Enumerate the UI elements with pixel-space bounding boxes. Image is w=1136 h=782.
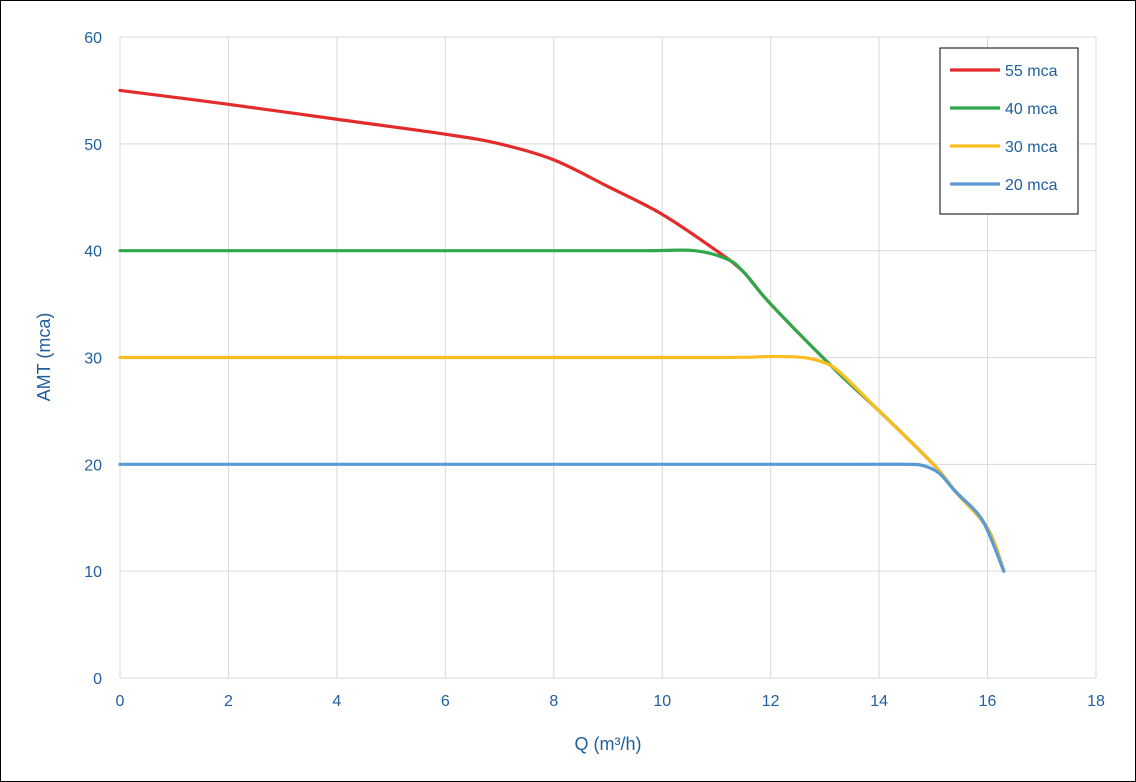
x-tick-label: 8	[549, 693, 558, 710]
y-tick-label: 20	[84, 457, 102, 474]
x-tick-label: 6	[441, 693, 450, 710]
x-tick-label: 2	[224, 693, 233, 710]
y-tick-label: 30	[84, 351, 102, 368]
y-tick-label: 0	[93, 671, 102, 688]
legend-items: 55 mca 40 mca 30 mca 20 mca	[950, 63, 1058, 194]
y-tick-label: 10	[84, 564, 102, 581]
series-line-1	[118, 88, 1006, 573]
series-line-2	[118, 248, 1006, 573]
legend-label-1: 55 mca	[1005, 63, 1058, 80]
x-tick-label: 14	[870, 693, 888, 710]
legend-box	[939, 47, 1079, 215]
series-line-4	[118, 462, 1006, 573]
x-tick-label: 0	[116, 693, 125, 710]
x-tick-label: 12	[762, 693, 780, 710]
y-axis-title: AMT (mca)	[34, 313, 54, 402]
legend-label-3: 30 mca	[1005, 139, 1058, 156]
x-tick-label: 10	[653, 693, 671, 710]
x-axis-title: Q (m³/h)	[575, 734, 642, 754]
y-tick-label: 40	[84, 244, 102, 261]
x-tick-label: 18	[1087, 693, 1105, 710]
legend-label-4: 20 mca	[1005, 177, 1058, 194]
legend: 55 mca 40 mca 30 mca 20 mca	[939, 47, 1079, 215]
series-lines	[118, 88, 1006, 573]
legend-label-2: 40 mca	[1005, 101, 1058, 118]
y-tick-label: 50	[84, 137, 102, 154]
x-tick-label: 4	[332, 693, 341, 710]
y-tick-label: 60	[84, 30, 102, 47]
tick-labels: 0 2 4 6 8 10 12 14 16 18 0 10 20 30 40 50 60	[84, 30, 1105, 710]
x-tick-label: 16	[979, 693, 997, 710]
